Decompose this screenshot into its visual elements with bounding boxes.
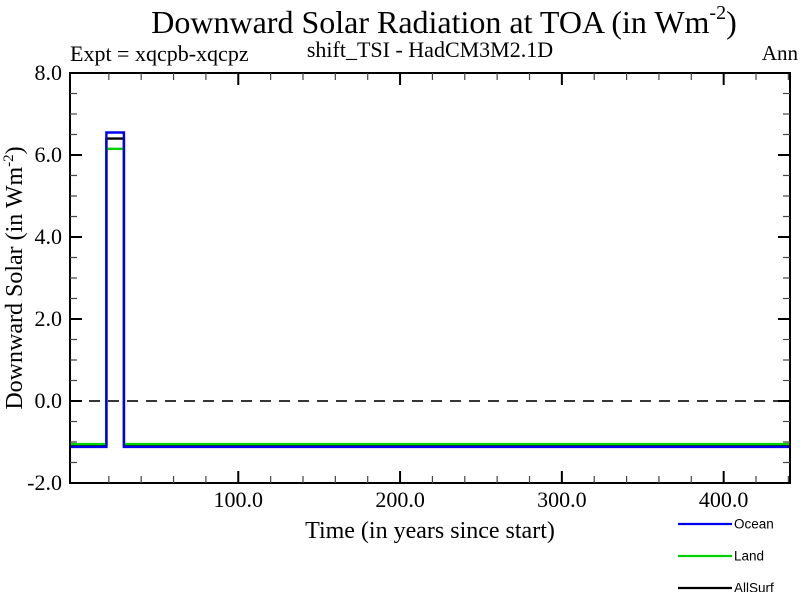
x-axis-title: Time (in years since start) (305, 518, 555, 544)
y-tick-label: -2.0 (27, 470, 62, 495)
y-tick-label: 6.0 (35, 142, 63, 167)
y-tick-label: 0.0 (35, 388, 63, 413)
axis-tick-labels-group: 100.0 200.0 300.0 400.0 8.0 6.0 4.0 2.0 0.0 -2.0 (27, 60, 748, 512)
season-label: Ann (761, 41, 798, 65)
experiment-label: Expt = xqcpb-xqcpz (70, 41, 249, 66)
y-tick-label: 8.0 (35, 60, 63, 85)
model-run-label: shift_TSI - HadCM3M2.1D (306, 37, 554, 62)
y-axis-title: Downward Solar (in Wm-2) (1, 146, 28, 409)
legend: Ocean Land AllSurf (678, 517, 774, 592)
series-ocean-line (70, 131, 790, 449)
legend-allsurf-label: AllSurf (734, 581, 774, 592)
legend-land-label: Land (734, 549, 764, 564)
y-axis-title-text: Downward Solar (in Wm (2, 167, 28, 410)
series-land-line (70, 147, 790, 446)
y-tick-label: 4.0 (35, 224, 63, 249)
chart-title-superscript: -2 (709, 2, 727, 25)
x-tick-label: 400.0 (699, 487, 749, 512)
x-tick-label: 300.0 (537, 487, 587, 512)
y-axis-title-superscript: -2 (1, 154, 17, 167)
chart-title-close: ) (726, 4, 737, 40)
x-tick-label: 200.0 (375, 487, 425, 512)
chart-title: Downward Solar Radiation at TOA (in Wm-2… (90, 2, 798, 41)
plot-frame (69, 72, 791, 484)
y-axis-title-close: ) (2, 146, 28, 154)
chart-title-text: Downward Solar Radiation at TOA (in Wm (151, 4, 710, 40)
series-allsurf-line (70, 137, 790, 447)
legend-ocean-label: Ocean (734, 517, 774, 532)
data-series-group (70, 131, 790, 449)
y-tick-label: 2.0 (35, 306, 63, 331)
x-tick-label: 100.0 (214, 487, 264, 512)
axis-ticks-group (70, 72, 790, 484)
